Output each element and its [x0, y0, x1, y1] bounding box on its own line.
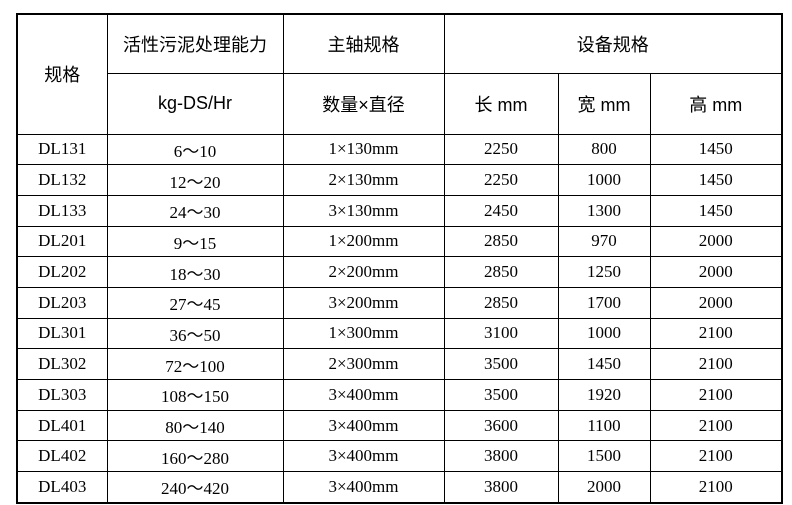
table-row: DL303 108～150 3×400mm 3500 1920 2100: [16, 379, 783, 411]
cell-width: 1700: [557, 286, 651, 319]
cell-model: DL202: [16, 256, 108, 288]
cell-shaft: 3×400mm: [282, 440, 445, 473]
cell-height: 2100: [649, 440, 783, 473]
table-row: DL301 36～50 1×300mm 3100 1000 2100: [16, 317, 783, 350]
cell-length: 2850: [443, 286, 559, 319]
cell-shaft: 3×400mm: [282, 409, 445, 442]
cell-height: 2100: [649, 409, 783, 442]
cell-shaft: 2×200mm: [282, 256, 445, 288]
cell-length: 2450: [443, 194, 559, 227]
cell-length: 3100: [443, 317, 559, 350]
cell-model: DL131: [16, 133, 108, 166]
header-height: 高 mm: [649, 72, 783, 135]
cell-capacity: 108～150: [106, 379, 284, 411]
header-width: 宽 mm: [557, 72, 651, 135]
cell-capacity: 18～30: [106, 256, 284, 288]
cell-model: DL403: [16, 471, 108, 504]
cell-width: 1500: [557, 440, 651, 473]
table-header: 规格 活性污泥处理能力 主轴规格 设备规格 kg-DS/Hr 数量×直径 长 m…: [16, 13, 783, 135]
cell-model: DL401: [16, 409, 108, 442]
cell-capacity: 72～100: [106, 348, 284, 380]
table-row: DL401 80～140 3×400mm 3600 1100 2100: [16, 409, 783, 442]
table-row: DL302 72～100 2×300mm 3500 1450 2100: [16, 348, 783, 380]
table-row: DL202 18～30 2×200mm 2850 1250 2000: [16, 256, 783, 288]
cell-capacity: 240～420: [106, 471, 284, 504]
cell-height: 2000: [649, 225, 783, 258]
cell-width: 1300: [557, 194, 651, 227]
header-length: 长 mm: [443, 72, 559, 135]
cell-width: 1250: [557, 256, 651, 288]
header-row-2: kg-DS/Hr 数量×直径 长 mm 宽 mm 高 mm: [17, 72, 783, 135]
cell-model: DL203: [16, 286, 108, 319]
table-row: DL131 6～10 1×130mm 2250 800 1450: [16, 133, 783, 166]
cell-capacity: 9～15: [106, 225, 284, 258]
cell-model: DL302: [16, 348, 108, 380]
cell-width: 2000: [557, 471, 651, 504]
cell-width: 1000: [557, 317, 651, 350]
header-spec: 规格: [16, 13, 108, 135]
cell-length: 3800: [443, 440, 559, 473]
cell-shaft: 2×130mm: [282, 164, 445, 196]
cell-width: 1000: [557, 164, 651, 196]
cell-shaft: 3×200mm: [282, 286, 445, 319]
cell-length: 2250: [443, 164, 559, 196]
cell-width: 970: [557, 225, 651, 258]
cell-height: 1450: [649, 194, 783, 227]
cell-length: 2250: [443, 133, 559, 166]
table-row: DL133 24～30 3×130mm 2450 1300 1450: [16, 194, 783, 227]
cell-length: 3600: [443, 409, 559, 442]
cell-model: DL201: [16, 225, 108, 258]
header-capacity-title: 活性污泥处理能力: [106, 13, 284, 74]
cell-width: 1450: [557, 348, 651, 380]
cell-height: 2100: [649, 348, 783, 380]
cell-length: 3500: [443, 348, 559, 380]
cell-model: DL133: [16, 194, 108, 227]
cell-shaft: 1×130mm: [282, 133, 445, 166]
cell-model: DL303: [16, 379, 108, 411]
table-row: DL201 9～15 1×200mm 2850 970 2000: [16, 225, 783, 258]
cell-shaft: 1×200mm: [282, 225, 445, 258]
cell-height: 2000: [649, 256, 783, 288]
header-capacity-unit: kg-DS/Hr: [106, 72, 284, 135]
equipment-spec-table: 规格 活性污泥处理能力 主轴规格 设备规格 kg-DS/Hr 数量×直径 长 m…: [16, 13, 783, 504]
cell-capacity: 160～280: [106, 440, 284, 473]
cell-shaft: 3×130mm: [282, 194, 445, 227]
cell-model: DL132: [16, 164, 108, 196]
cell-shaft: 3×400mm: [282, 471, 445, 504]
table-row: DL203 27～45 3×200mm 2850 1700 2000: [16, 286, 783, 319]
table-row: DL402 160～280 3×400mm 3800 1500 2100: [16, 440, 783, 473]
cell-capacity: 12～20: [106, 164, 284, 196]
table-body: DL131 6～10 1×130mm 2250 800 1450 DL132 12～20 2×1…: [16, 133, 783, 504]
cell-shaft: 1×300mm: [282, 317, 445, 350]
cell-shaft: 3×400mm: [282, 379, 445, 411]
cell-model: DL301: [16, 317, 108, 350]
cell-height: 1450: [649, 164, 783, 196]
cell-width: 1100: [557, 409, 651, 442]
header-shaft-unit: 数量×直径: [282, 72, 445, 135]
cell-shaft: 2×300mm: [282, 348, 445, 380]
header-shaft-title: 主轴规格: [282, 13, 445, 74]
cell-capacity: 24～30: [106, 194, 284, 227]
cell-width: 800: [557, 133, 651, 166]
cell-capacity: 6～10: [106, 133, 284, 166]
cell-height: 2000: [649, 286, 783, 319]
table-row: DL403 240～420 3×400mm 3800 2000 2100: [16, 471, 783, 504]
header-row-1: 规格 活性污泥处理能力 主轴规格 设备规格: [16, 13, 783, 135]
cell-length: 2850: [443, 256, 559, 288]
cell-length: 3800: [443, 471, 559, 504]
header-equipment-title: 设备规格: [443, 13, 783, 74]
cell-capacity: 36～50: [106, 317, 284, 350]
cell-length: 2850: [443, 225, 559, 258]
cell-capacity: 80～140: [106, 409, 284, 442]
cell-height: 2100: [649, 471, 783, 504]
cell-height: 1450: [649, 133, 783, 166]
cell-width: 1920: [557, 379, 651, 411]
cell-model: DL402: [16, 440, 108, 473]
cell-capacity: 27～45: [106, 286, 284, 319]
cell-length: 3500: [443, 379, 559, 411]
cell-height: 2100: [649, 317, 783, 350]
table-row: DL132 12～20 2×130mm 2250 1000 1450: [16, 164, 783, 196]
cell-height: 2100: [649, 379, 783, 411]
